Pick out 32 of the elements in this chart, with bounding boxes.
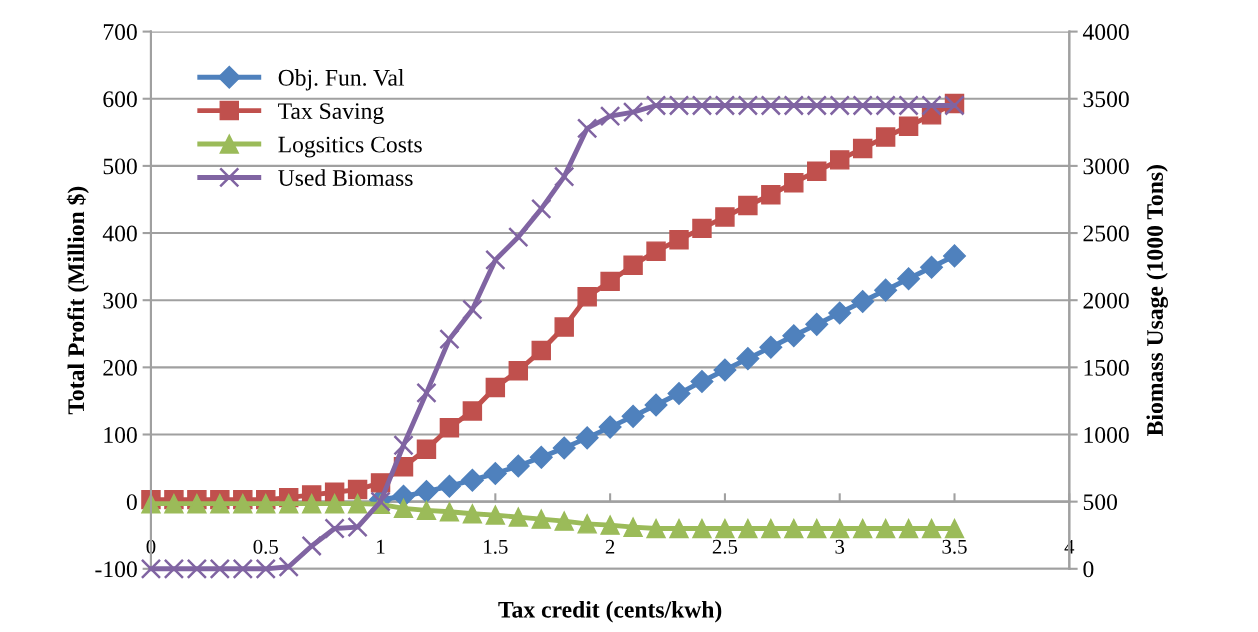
y2-tick-label: 3000 (1083, 158, 1129, 175)
y2-tick-label: 1500 (1084, 359, 1129, 376)
y-tick-label: 100 (104, 426, 137, 443)
x-tick-label: 0.5 (253, 539, 278, 554)
y2-tick-label: 2500 (1083, 225, 1129, 242)
y2-tick-label: 500 (1083, 494, 1118, 511)
y-tick-label: 300 (103, 292, 137, 309)
y2-axis-title: Biomass Usage (1000 Tons) (1146, 165, 1168, 436)
x-tick-label: 3 (835, 539, 845, 554)
x-tick-label: 2.5 (712, 539, 738, 554)
y-tick-label: 500 (103, 158, 137, 175)
y2-tick-label: 3500 (1083, 91, 1129, 108)
legend-label: Logsitics Costs (278, 136, 422, 158)
x-tick-label: 2 (605, 539, 615, 554)
y-tick-label: 600 (103, 91, 137, 108)
y-tick-label: 0 (126, 494, 137, 511)
y-tick-label: -100 (95, 561, 137, 578)
x-tick-label: 3.5 (942, 539, 967, 554)
y2-tick-label: 0 (1083, 561, 1094, 578)
y2-tick-label: 2000 (1083, 292, 1129, 309)
y2-tick-label: 1000 (1084, 426, 1129, 443)
y-tick-label: 200 (103, 359, 137, 376)
y-axis-title: Total Profit (Million $) (66, 186, 89, 415)
legend-label: Used Biomass (278, 169, 413, 186)
legend-label: Tax Saving (278, 103, 384, 124)
x-tick-label: 1 (377, 539, 385, 554)
x-tick-label: 1.5 (484, 539, 508, 554)
legend-label: Obj. Fun. Val (278, 69, 405, 91)
y2-tick-label: 4000 (1082, 24, 1129, 41)
y-tick-label: 700 (103, 24, 137, 41)
x-axis-title: Tax credit (cents/kwh) (498, 601, 722, 623)
y-tick-label: 400 (102, 225, 137, 242)
